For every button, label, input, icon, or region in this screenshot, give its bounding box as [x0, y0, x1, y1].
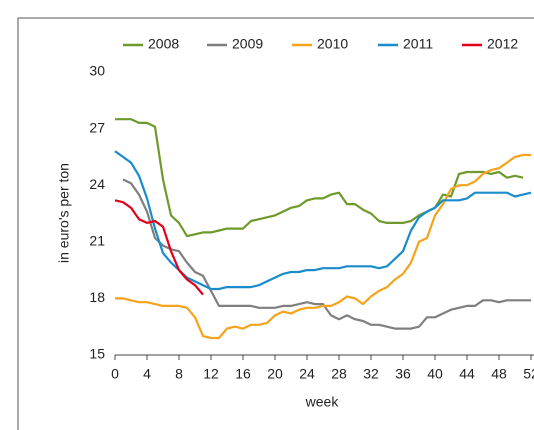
- x-tick-label: 48: [491, 366, 507, 382]
- x-tick-label: 40: [427, 366, 443, 382]
- x-tick-label: 36: [395, 366, 411, 382]
- x-tick-label: 4: [143, 366, 151, 382]
- series-line: [114, 199, 204, 296]
- series-line: [115, 153, 531, 340]
- x-tick-label: 44: [459, 366, 475, 382]
- y-tick-label: 24: [89, 176, 105, 192]
- legend-label: 2008: [148, 36, 179, 52]
- x-tick-label: 8: [175, 366, 183, 382]
- y-tick-label: 30: [89, 63, 105, 79]
- x-tick-label: 0: [111, 366, 119, 382]
- legend-label: 2011: [403, 36, 433, 52]
- x-axis-label: week: [305, 394, 340, 410]
- legend-label: 2009: [232, 36, 263, 52]
- x-tick-label: 20: [267, 366, 283, 382]
- series-line: [115, 118, 524, 238]
- x-tick-label: 24: [299, 366, 315, 382]
- x-tick-label: 32: [363, 366, 379, 382]
- y-axis-label: in euro's per ton: [56, 163, 72, 263]
- y-tick-label: 18: [89, 289, 105, 305]
- x-tick-label: 52: [523, 366, 534, 382]
- y-tick-label: 27: [89, 119, 105, 135]
- legend-label: 2012: [487, 36, 518, 52]
- x-tick-label: 12: [203, 366, 219, 382]
- legend-label: 2010: [317, 36, 348, 52]
- series-line: [122, 178, 531, 330]
- y-tick-label: 15: [89, 346, 105, 362]
- y-tick-label: 21: [89, 233, 105, 249]
- x-tick-label: 28: [331, 366, 347, 382]
- x-tick-label: 16: [235, 366, 251, 382]
